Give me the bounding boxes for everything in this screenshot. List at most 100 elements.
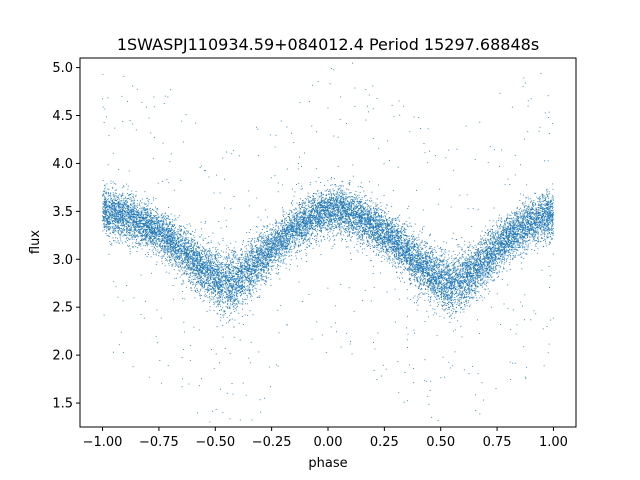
data-point <box>242 251 244 253</box>
data-point <box>455 272 457 274</box>
data-point <box>439 255 441 257</box>
data-point <box>491 266 493 268</box>
data-point <box>231 291 233 293</box>
data-point <box>430 287 432 289</box>
data-point <box>500 239 502 241</box>
data-point <box>462 256 464 258</box>
data-point <box>254 284 256 286</box>
data-point <box>408 258 410 259</box>
data-point <box>203 248 205 249</box>
data-point <box>515 256 516 258</box>
data-point <box>475 277 477 279</box>
data-point <box>441 277 442 279</box>
data-point <box>515 245 516 247</box>
data-point <box>220 276 222 278</box>
data-point <box>464 294 466 296</box>
data-point <box>448 273 450 275</box>
data-point <box>515 234 517 236</box>
data-point <box>274 262 276 264</box>
data-point <box>450 268 452 270</box>
data-point <box>266 227 268 229</box>
data-point <box>219 282 221 284</box>
data-point <box>445 251 447 253</box>
data-point <box>528 229 529 231</box>
data-point <box>273 238 275 240</box>
data-point <box>388 220 390 222</box>
data-point <box>331 200 333 201</box>
data-point <box>451 280 453 281</box>
data-point <box>285 248 287 250</box>
data-point <box>108 209 110 211</box>
data-point <box>498 275 499 277</box>
data-point <box>327 232 329 234</box>
data-point <box>189 273 191 275</box>
data-point <box>264 265 266 267</box>
data-point <box>507 244 509 246</box>
data-point <box>111 200 113 202</box>
data-point <box>481 238 483 240</box>
data-point <box>545 224 547 226</box>
data-point <box>442 249 444 251</box>
data-point <box>256 247 258 249</box>
data-point <box>530 214 532 216</box>
data-point <box>154 217 155 219</box>
data-point <box>487 248 489 250</box>
data-point <box>419 254 421 256</box>
data-point <box>127 211 129 213</box>
data-point <box>436 293 438 294</box>
data-point <box>429 282 431 284</box>
data-point <box>223 272 225 274</box>
data-point <box>340 204 342 206</box>
data-point <box>320 197 322 199</box>
data-point <box>277 191 279 193</box>
data-point <box>488 234 490 236</box>
data-point <box>137 230 139 231</box>
data-point <box>372 208 374 209</box>
data-point <box>107 164 109 166</box>
data-point <box>430 248 432 249</box>
data-point <box>200 284 201 286</box>
data-point <box>401 245 403 247</box>
data-point <box>450 305 451 307</box>
data-point <box>326 212 328 214</box>
data-point <box>241 279 243 281</box>
data-point <box>102 219 104 221</box>
data-point <box>233 279 235 281</box>
data-point <box>384 241 386 243</box>
data-point <box>440 251 442 253</box>
data-point <box>450 309 452 311</box>
data-point <box>154 248 156 250</box>
data-point <box>545 228 547 229</box>
data-point <box>422 248 424 250</box>
data-point <box>263 267 265 269</box>
data-point <box>430 253 431 254</box>
data-point <box>344 218 346 219</box>
data-point <box>346 213 348 215</box>
data-point <box>411 251 413 253</box>
data-point <box>198 247 199 249</box>
data-point <box>307 225 309 227</box>
data-point <box>164 245 166 247</box>
data-point <box>289 220 291 222</box>
data-point <box>400 259 402 260</box>
data-point <box>395 235 397 237</box>
data-point <box>118 232 119 234</box>
data-point <box>370 212 372 214</box>
data-point <box>417 276 419 278</box>
data-point <box>182 247 184 249</box>
data-point <box>324 208 326 209</box>
data-point <box>191 261 193 263</box>
data-point <box>174 227 176 229</box>
data-point <box>168 263 170 264</box>
data-point <box>356 228 358 230</box>
data-point <box>548 193 550 195</box>
data-point <box>162 236 164 238</box>
data-point <box>474 258 476 260</box>
data-point <box>335 205 337 207</box>
data-point <box>461 283 463 285</box>
data-point <box>357 230 359 232</box>
data-point <box>167 253 168 255</box>
data-point <box>485 276 487 278</box>
data-point <box>179 242 181 244</box>
data-point <box>419 264 421 266</box>
